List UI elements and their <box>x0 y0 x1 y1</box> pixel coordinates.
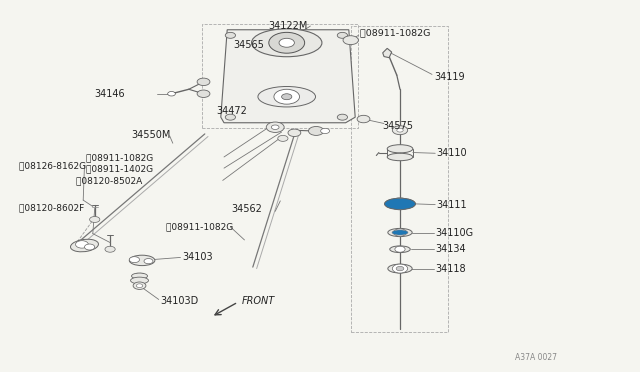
Ellipse shape <box>252 29 322 57</box>
Text: 34575: 34575 <box>383 121 413 131</box>
Circle shape <box>136 284 143 288</box>
Text: Ⓝ​08911-1082G: Ⓝ​08911-1082G <box>86 154 154 163</box>
Ellipse shape <box>132 273 148 279</box>
Circle shape <box>225 32 236 38</box>
Text: 34472: 34472 <box>216 106 247 116</box>
Text: 34110G: 34110G <box>435 228 474 237</box>
Text: 34122M: 34122M <box>269 21 308 31</box>
Text: 34103D: 34103D <box>160 296 198 306</box>
Ellipse shape <box>387 153 413 161</box>
Ellipse shape <box>385 198 415 209</box>
Circle shape <box>90 217 100 222</box>
Circle shape <box>392 264 408 273</box>
Ellipse shape <box>387 145 413 153</box>
Text: 34565: 34565 <box>234 40 264 49</box>
Text: Ⓝ​08911-1082G: Ⓝ​08911-1082G <box>360 28 431 37</box>
Text: Ⓝ​08911-1082G: Ⓝ​08911-1082G <box>166 222 234 231</box>
Text: 34103: 34103 <box>182 253 213 262</box>
Text: 34111: 34111 <box>436 200 467 209</box>
Circle shape <box>390 198 410 210</box>
Circle shape <box>197 90 210 97</box>
Text: 34110: 34110 <box>436 148 467 158</box>
Circle shape <box>288 129 301 137</box>
Circle shape <box>269 32 305 53</box>
Ellipse shape <box>388 264 412 273</box>
Polygon shape <box>221 30 355 123</box>
Circle shape <box>278 135 288 141</box>
Ellipse shape <box>129 255 155 266</box>
Text: 34119: 34119 <box>434 73 465 82</box>
Circle shape <box>168 92 175 96</box>
Circle shape <box>343 36 358 45</box>
Circle shape <box>392 126 408 135</box>
Text: 34146: 34146 <box>95 89 125 99</box>
Text: Ⓝ​08911-1402G: Ⓝ​08911-1402G <box>86 165 154 174</box>
Circle shape <box>129 257 140 263</box>
Circle shape <box>197 78 210 86</box>
Circle shape <box>337 114 348 120</box>
Ellipse shape <box>70 239 99 252</box>
Text: 34550M: 34550M <box>131 130 171 140</box>
Circle shape <box>337 32 348 38</box>
Circle shape <box>279 38 294 47</box>
Circle shape <box>271 125 279 129</box>
Text: Ⓑ​08126-8162G: Ⓑ​08126-8162G <box>19 161 86 170</box>
Ellipse shape <box>131 277 148 284</box>
Circle shape <box>225 114 236 120</box>
Text: FRONT: FRONT <box>242 296 275 306</box>
Text: 34134: 34134 <box>435 244 466 254</box>
Ellipse shape <box>385 198 415 209</box>
Ellipse shape <box>390 246 410 253</box>
Circle shape <box>397 128 403 132</box>
Polygon shape <box>383 48 392 58</box>
Text: Ⓑ​08120-8602F: Ⓑ​08120-8602F <box>19 204 84 213</box>
Ellipse shape <box>258 86 316 107</box>
Circle shape <box>282 94 292 100</box>
Circle shape <box>84 244 95 250</box>
Text: A37A 0027: A37A 0027 <box>515 353 557 362</box>
Circle shape <box>266 122 284 132</box>
Text: 34562: 34562 <box>232 204 262 214</box>
Ellipse shape <box>392 230 408 235</box>
Circle shape <box>274 89 300 104</box>
Circle shape <box>357 115 370 123</box>
Circle shape <box>396 266 404 271</box>
Circle shape <box>395 246 405 252</box>
Circle shape <box>308 126 324 135</box>
Text: 34118: 34118 <box>435 264 466 273</box>
Circle shape <box>133 282 146 289</box>
Circle shape <box>105 246 115 252</box>
Ellipse shape <box>388 228 412 237</box>
Circle shape <box>394 229 406 236</box>
Circle shape <box>144 259 153 264</box>
Circle shape <box>76 241 88 248</box>
Circle shape <box>321 128 330 134</box>
Text: Ⓑ​08120-8502A: Ⓑ​08120-8502A <box>76 176 142 185</box>
